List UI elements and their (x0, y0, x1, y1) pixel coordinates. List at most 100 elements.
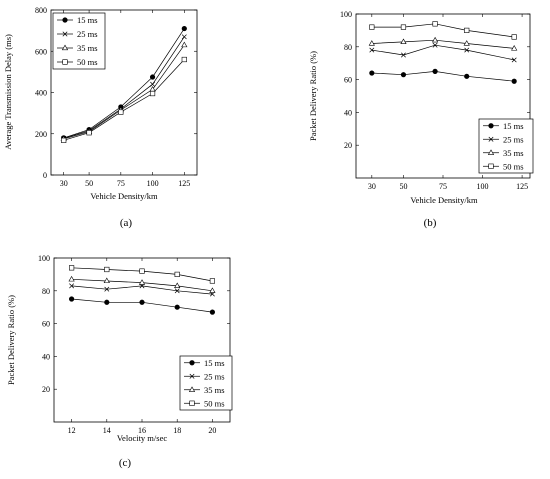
legend-label-c-3: 50 ms (204, 398, 225, 408)
series-layer-b (368, 21, 518, 84)
data-point-b-1 (432, 42, 438, 48)
data-point-a-3 (61, 137, 67, 143)
data-point-c-0 (104, 299, 110, 305)
legend-label-b-1: 25 ms (503, 134, 524, 144)
y-tick-label-a: 200 (35, 130, 47, 139)
legend-a: 15 ms 25 ms 35 ms 50 ms (52, 12, 106, 70)
data-point-b-3 (369, 24, 375, 30)
series-line-b-2 (371, 39, 515, 49)
legend-label-a-0: 15 ms (77, 15, 98, 25)
series-line-b-3 (371, 23, 515, 38)
legend-label-b-3: 50 ms (503, 161, 524, 171)
data-point-b-3 (432, 21, 438, 27)
x-tick-label-b: 75 (439, 182, 447, 191)
x-tick-label-c: 16 (138, 426, 146, 435)
legend-label-a-2: 35 ms (77, 43, 98, 53)
legend-marker-a-0 (62, 17, 68, 23)
data-point-b-3 (400, 24, 407, 30)
y-axis-label-c: Packet Delivery Ratio (%) (6, 295, 16, 385)
x-tick-label-a: 125 (178, 179, 190, 188)
x-tick-label-a: 50 (85, 179, 93, 188)
legend-marker-b-0 (488, 123, 494, 129)
x-tick-label-c: 14 (103, 426, 111, 435)
data-point-b-2 (511, 45, 518, 51)
legend-marker-a-3 (62, 59, 68, 65)
legend-c: 15 ms 25 ms 35 ms 50 ms (179, 355, 233, 411)
data-point-b-1 (511, 57, 517, 63)
x-tick-label-c: 12 (68, 426, 76, 435)
data-point-b-1 (401, 52, 406, 58)
legend-marker-b-2 (487, 149, 495, 155)
caption-b: (b) (424, 217, 437, 229)
legend-label-a-1: 25 ms (77, 29, 98, 39)
legend-marker-c-0 (189, 360, 195, 366)
x-axis-label-c: Velocity m/sec (117, 433, 168, 443)
data-point-c-1 (174, 288, 180, 294)
ticks-layer-a: 30 50 75 100 125 0 200 400 600 800 (35, 6, 197, 188)
data-point-b-1 (369, 47, 375, 53)
caption-a: (a) (120, 217, 133, 229)
data-point-c-3 (209, 278, 216, 284)
y-tick-label-c: 40 (42, 352, 50, 361)
legend-label-b-0: 15 ms (503, 121, 524, 131)
x-tick-label-c: 20 (208, 426, 216, 435)
legend-marker-a-1 (62, 31, 68, 37)
series-line-b-1 (371, 44, 515, 61)
legend-marker-c-2 (188, 386, 196, 392)
ticks-layer-c: 12 14 16 18 20 20 40 60 80 100 (38, 254, 230, 435)
y-axis-label-a: Average Transmission Delay (ms) (3, 34, 13, 150)
legend-label-b-2: 35 ms (503, 148, 524, 158)
data-point-c-3 (69, 265, 75, 271)
legend-marker-b-3 (488, 163, 494, 169)
data-point-b-0 (400, 72, 407, 78)
y-tick-label-a: 0 (43, 171, 47, 180)
subplot-c: 12 14 16 18 20 20 40 60 80 100 Velocity m/sec Pac… (6, 254, 233, 469)
data-point-a-3 (118, 109, 124, 115)
legend-marker-b-1 (488, 136, 494, 142)
data-point-c-0 (209, 309, 215, 315)
y-tick-label-c: 100 (38, 254, 50, 263)
ticks-layer-b: 30 50 75 100 125 20 40 60 80 100 (340, 10, 530, 191)
subplot-a: 30 50 75 100 125 0 200 400 600 800 Vehicle Densit… (3, 6, 198, 229)
data-point-b-0 (432, 68, 438, 74)
subplot-b: 30 50 75 100 125 20 40 60 80 100 Vehicle Density/… (308, 10, 534, 229)
data-point-c-1 (104, 286, 110, 292)
data-point-a-3 (181, 56, 187, 63)
data-point-b-2 (431, 36, 439, 43)
y-tick-label-c: 60 (42, 320, 50, 329)
data-point-b-3 (511, 34, 517, 40)
data-point-c-3 (104, 266, 110, 273)
data-point-c-0 (139, 299, 145, 305)
data-point-c-1 (69, 283, 75, 289)
legend-marker-c-1 (189, 373, 195, 379)
data-point-c-2 (209, 287, 216, 293)
caption-c: (c) (119, 457, 132, 469)
y-tick-label-a: 400 (35, 89, 47, 98)
data-point-c-2 (174, 282, 181, 288)
data-point-a-3 (149, 90, 156, 97)
legend-marker-a-2 (61, 44, 69, 51)
data-point-c-2 (138, 279, 146, 285)
y-tick-label-c: 80 (42, 287, 50, 296)
data-point-c-3 (139, 268, 145, 274)
x-tick-label-b: 30 (368, 182, 376, 191)
data-point-b-3 (464, 27, 470, 34)
legend-label-c-1: 25 ms (204, 371, 225, 381)
data-point-b-2 (400, 38, 407, 44)
y-axis-label-b: Packet Delivery Ratio (%) (308, 51, 318, 141)
y-tick-label-b: 60 (344, 76, 352, 85)
data-point-c-3 (174, 271, 180, 278)
series-layer-a (60, 25, 188, 143)
data-point-a-1 (181, 34, 187, 40)
legend-box-b (478, 118, 534, 174)
legend-label-a-3: 50 ms (77, 57, 98, 67)
y-tick-label-a: 800 (35, 6, 47, 15)
data-point-b-1 (464, 47, 470, 53)
data-point-b-0 (511, 78, 517, 84)
series-line-a-3 (63, 59, 185, 141)
data-point-b-2 (463, 40, 470, 46)
y-tick-label-c: 20 (42, 385, 50, 394)
y-tick-label-b: 20 (344, 141, 352, 150)
data-point-c-0 (68, 296, 75, 302)
x-tick-label-b: 50 (399, 182, 407, 191)
